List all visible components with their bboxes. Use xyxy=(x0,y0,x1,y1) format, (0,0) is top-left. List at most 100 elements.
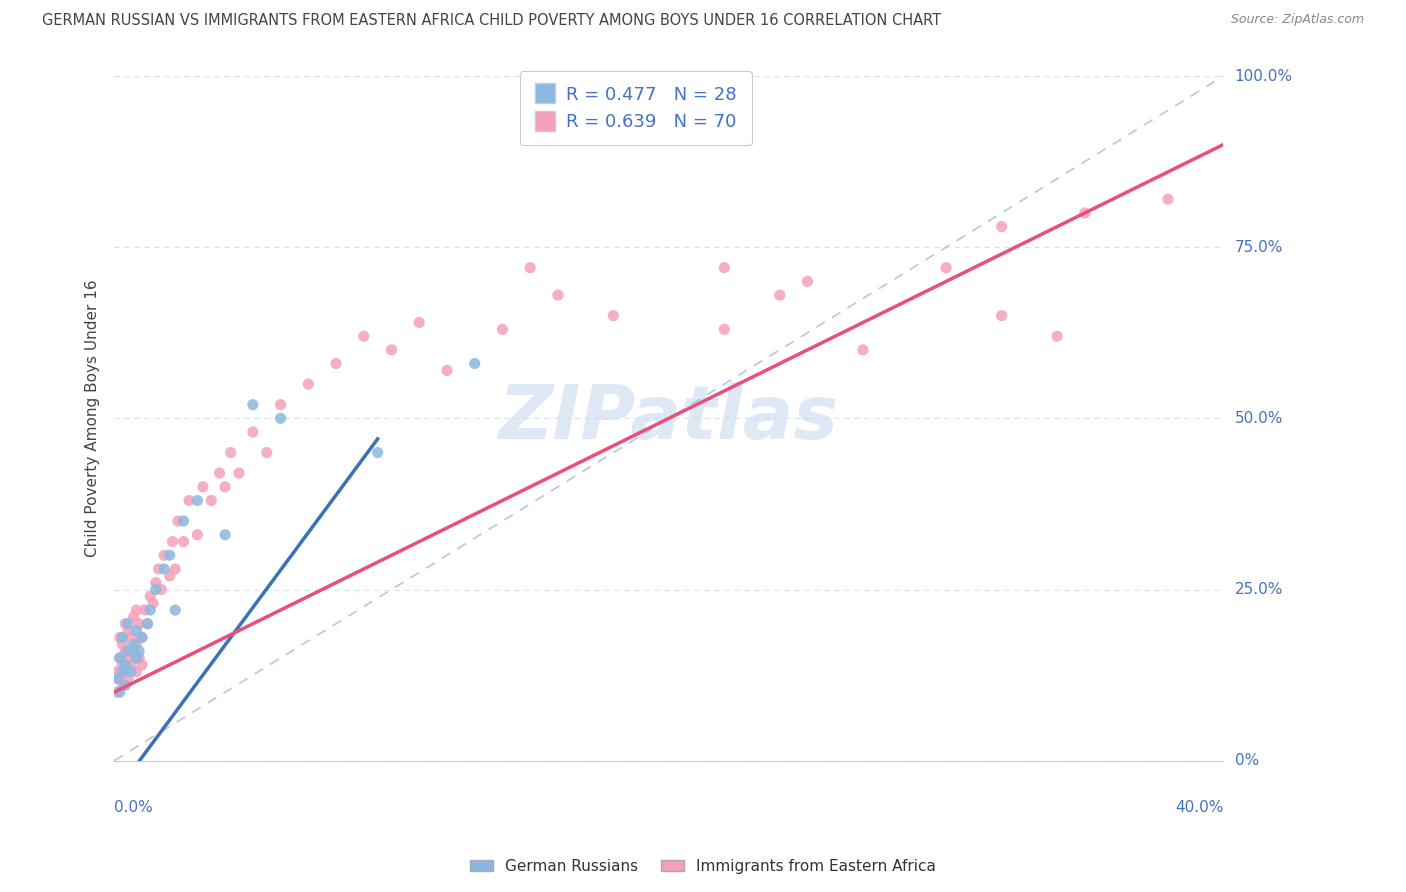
Legend: R = 0.477   N = 28, R = 0.639   N = 70: R = 0.477 N = 28, R = 0.639 N = 70 xyxy=(520,71,752,145)
Point xyxy=(990,309,1012,323)
Point xyxy=(436,363,458,377)
Point xyxy=(200,493,222,508)
Point xyxy=(114,665,136,679)
Point xyxy=(108,685,131,699)
Point xyxy=(125,624,148,638)
Point xyxy=(105,685,128,699)
Point xyxy=(111,631,134,645)
Point xyxy=(108,672,131,686)
Point xyxy=(108,651,131,665)
Point xyxy=(120,665,142,679)
Point xyxy=(464,357,486,371)
Point xyxy=(153,549,176,563)
Point xyxy=(769,288,792,302)
Text: 0.0%: 0.0% xyxy=(114,799,153,814)
Point xyxy=(125,651,148,665)
Point xyxy=(114,657,136,672)
Point xyxy=(214,527,236,541)
Point xyxy=(145,582,167,597)
Text: GERMAN RUSSIAN VS IMMIGRANTS FROM EASTERN AFRICA CHILD POVERTY AMONG BOYS UNDER : GERMAN RUSSIAN VS IMMIGRANTS FROM EASTER… xyxy=(42,13,941,29)
Point xyxy=(117,616,139,631)
Point xyxy=(380,343,402,357)
Point xyxy=(242,425,264,439)
Text: 50.0%: 50.0% xyxy=(1234,411,1282,425)
Point xyxy=(935,260,957,275)
Point xyxy=(136,616,159,631)
Point xyxy=(367,445,389,459)
Point xyxy=(491,322,513,336)
Point xyxy=(1157,192,1180,206)
Point xyxy=(208,466,231,480)
Point xyxy=(128,616,150,631)
Point xyxy=(214,480,236,494)
Text: 40.0%: 40.0% xyxy=(1175,799,1223,814)
Point xyxy=(117,651,139,665)
Point xyxy=(125,637,148,651)
Point xyxy=(139,590,162,604)
Point xyxy=(117,672,139,686)
Point xyxy=(519,260,541,275)
Point xyxy=(111,657,134,672)
Point xyxy=(120,657,142,672)
Point xyxy=(1074,206,1097,220)
Point xyxy=(120,631,142,645)
Text: 0%: 0% xyxy=(1234,753,1258,768)
Point xyxy=(159,569,181,583)
Point xyxy=(122,644,145,658)
Point xyxy=(153,562,176,576)
Point xyxy=(111,637,134,651)
Point xyxy=(219,445,242,459)
Point xyxy=(136,616,159,631)
Point xyxy=(325,357,347,371)
Point xyxy=(165,603,187,617)
Point xyxy=(1046,329,1069,343)
Y-axis label: Child Poverty Among Boys Under 16: Child Poverty Among Boys Under 16 xyxy=(86,279,100,558)
Point xyxy=(852,343,875,357)
Point xyxy=(125,665,148,679)
Point xyxy=(114,616,136,631)
Point xyxy=(122,610,145,624)
Point xyxy=(162,534,184,549)
Point xyxy=(408,316,430,330)
Point xyxy=(108,631,131,645)
Point xyxy=(256,445,278,459)
Point xyxy=(105,665,128,679)
Point xyxy=(713,322,735,336)
Point xyxy=(297,377,319,392)
Point xyxy=(131,631,153,645)
Point xyxy=(134,603,156,617)
Point xyxy=(145,575,167,590)
Point xyxy=(177,493,200,508)
Point xyxy=(191,480,214,494)
Point xyxy=(159,549,181,563)
Point xyxy=(270,398,292,412)
Point xyxy=(114,678,136,692)
Point xyxy=(108,651,131,665)
Text: Source: ZipAtlas.com: Source: ZipAtlas.com xyxy=(1230,13,1364,27)
Point xyxy=(242,398,264,412)
Point xyxy=(148,562,170,576)
Point xyxy=(128,644,150,658)
Point xyxy=(990,219,1012,234)
Point xyxy=(228,466,250,480)
Point xyxy=(125,603,148,617)
Text: 100.0%: 100.0% xyxy=(1234,69,1292,84)
Point xyxy=(150,582,173,597)
Point xyxy=(111,678,134,692)
Point xyxy=(122,637,145,651)
Point xyxy=(602,309,624,323)
Point xyxy=(128,651,150,665)
Point xyxy=(713,260,735,275)
Point xyxy=(105,672,128,686)
Legend: German Russians, Immigrants from Eastern Africa: German Russians, Immigrants from Eastern… xyxy=(464,853,942,880)
Point xyxy=(796,274,818,288)
Point xyxy=(117,624,139,638)
Point xyxy=(186,493,208,508)
Point xyxy=(167,514,190,528)
Text: 75.0%: 75.0% xyxy=(1234,240,1282,255)
Point xyxy=(186,527,208,541)
Point xyxy=(142,596,165,610)
Point xyxy=(353,329,375,343)
Text: 25.0%: 25.0% xyxy=(1234,582,1282,597)
Point xyxy=(111,665,134,679)
